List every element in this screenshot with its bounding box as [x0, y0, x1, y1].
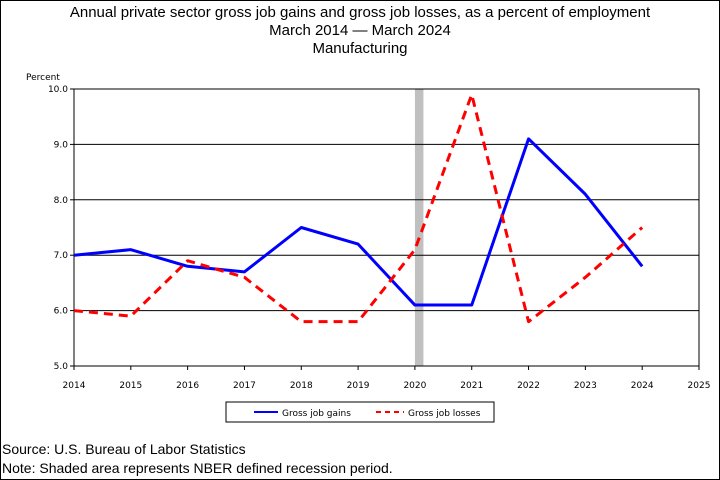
x-tick-label: 2018: [290, 381, 313, 391]
y-tick-label: 10.0: [48, 85, 68, 95]
x-tick-label: 2023: [574, 381, 597, 391]
plot-area: [73, 88, 700, 367]
chart-title: Annual private sector gross job gains an…: [69, 4, 651, 21]
x-tick-label: 2017: [233, 381, 256, 391]
y-tick-label: 5.0: [54, 362, 69, 372]
legend-box: [225, 401, 495, 423]
x-tick-label: 2021: [460, 381, 483, 391]
y-tick-label: 6.0: [54, 307, 69, 317]
legend-label-losses: Gross job losses: [408, 409, 481, 419]
y-axis-label: Percent: [26, 73, 60, 83]
x-tick-label: 2020: [403, 381, 426, 391]
legend-label-gains: Gross job gains: [282, 409, 351, 419]
x-tick-label: 2019: [347, 381, 370, 391]
x-tick-label: 2014: [63, 381, 86, 391]
y-tick-label: 8.0: [54, 196, 69, 206]
chart-subtitle: March 2014 — March 2024: [269, 22, 451, 39]
y-tick-label: 9.0: [54, 140, 69, 150]
series-line-gains: [73, 137, 644, 307]
x-tick-label: 2015: [119, 381, 142, 391]
recession-note: Note: Shaded area represents NBER define…: [2, 460, 393, 476]
chart-subtitle-2: Manufacturing: [312, 40, 408, 57]
chart-titles: Annual private sector gross job gains an…: [0, 4, 720, 58]
x-tick-label: 2025: [688, 381, 711, 391]
x-tick-label: 2022: [517, 381, 540, 391]
y-tick-label: 7.0: [54, 251, 69, 261]
source-note: Source: U.S. Bureau of Labor Statistics: [2, 441, 246, 457]
x-tick-label: 2024: [631, 381, 654, 391]
series-line-losses: [73, 93, 644, 324]
recession-shade: [414, 89, 424, 366]
x-tick-label: 2016: [176, 381, 199, 391]
